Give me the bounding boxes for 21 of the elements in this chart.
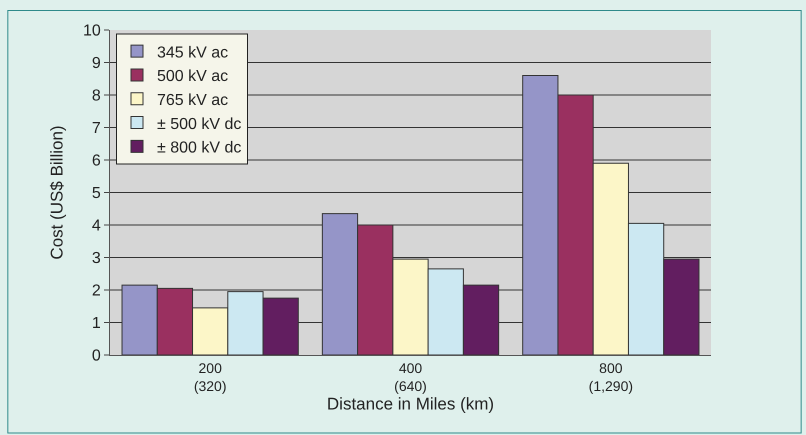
x-tick-label: 200 (320) [194,360,227,394]
y-tick-label: 6 [92,152,101,170]
y-tick-label: 2 [92,282,101,300]
legend-label: ± 800 kV dc [157,140,242,157]
legend-label: 345 kV ac [157,44,228,62]
y-tick-label: 7 [92,120,101,138]
y-tick-label: 3 [92,250,101,268]
y-tick-label: 4 [92,218,101,235]
y-tick-label: 1 [92,315,101,332]
y-tick-label: 5 [92,185,101,202]
y-tick-label: 0 [92,348,101,365]
legend-label: 765 kV ac [157,92,228,109]
y-tick-label: 9 [92,55,101,72]
legend-label: ± 500 kV dc [157,116,242,133]
x-axis-title: Distance in Miles (km) [326,394,494,414]
y-tick-label: 8 [92,88,101,105]
legend-label: 500 kV ac [157,68,228,86]
y-axis-title: Cost (US$ Billion) [48,125,67,260]
x-tick-label: 800 (1,290) [588,360,634,394]
x-tick-label: 400 (640) [394,360,427,394]
y-tick-label: 10 [83,22,101,40]
